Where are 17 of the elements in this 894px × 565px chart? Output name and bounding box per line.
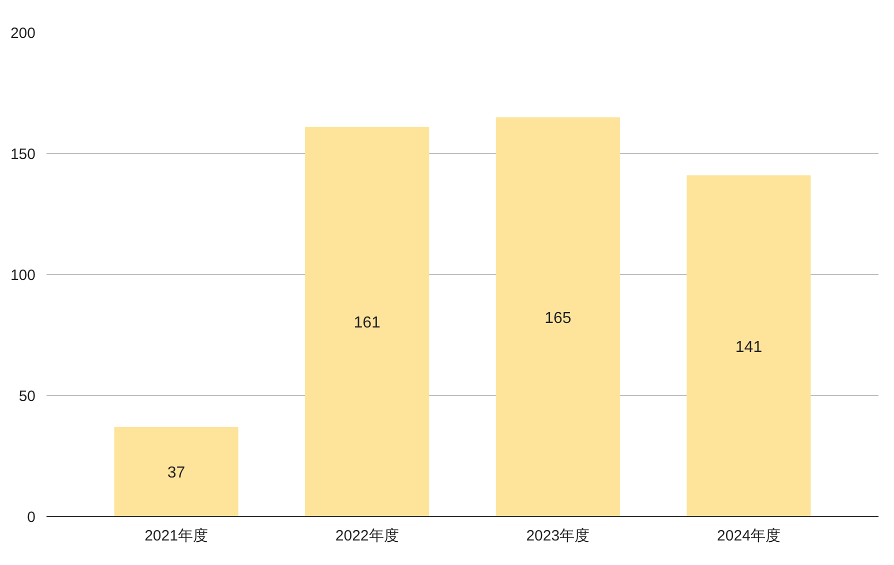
data-label: 165 xyxy=(544,310,572,327)
data-label: 37 xyxy=(167,464,186,482)
bar xyxy=(305,126,430,516)
x-tick-label: 2023年度 xyxy=(526,528,590,544)
data-label: 161 xyxy=(354,314,381,332)
y-tick-label: 0 xyxy=(27,509,36,526)
x-tick-label: 2021年度 xyxy=(144,528,208,544)
y-tick-label: 150 xyxy=(10,146,36,163)
y-tick-label: 200 xyxy=(10,25,36,42)
data-label: 141 xyxy=(735,338,762,356)
y-tick-label: 100 xyxy=(10,267,36,284)
bar xyxy=(496,117,620,516)
bar xyxy=(114,426,238,516)
bar xyxy=(686,175,811,516)
x-tick-label: 2024年度 xyxy=(717,528,780,544)
x-tick-label: 2022年度 xyxy=(335,528,399,544)
y-tick-label: 50 xyxy=(18,388,36,405)
